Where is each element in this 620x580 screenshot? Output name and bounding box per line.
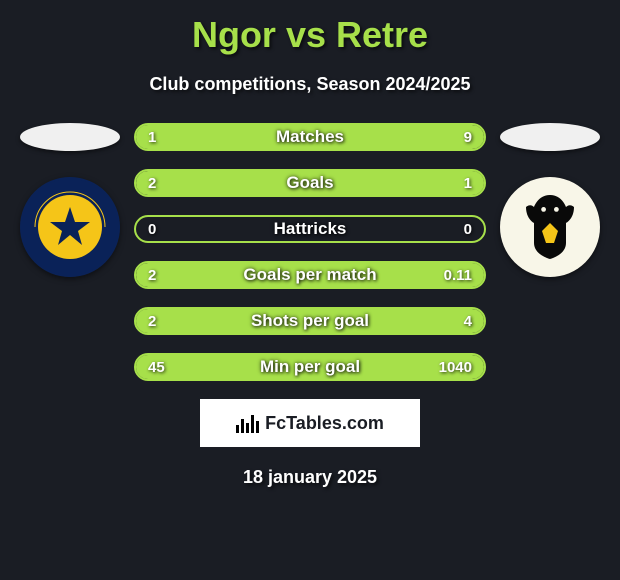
right-side	[500, 123, 600, 277]
bar-label: Goals per match	[136, 263, 484, 287]
mariners-logo-icon	[20, 177, 120, 277]
stat-bar: 21Goals	[134, 169, 486, 197]
stat-bar: 00Hattricks	[134, 215, 486, 243]
brand-badge[interactable]: FcTables.com	[200, 399, 420, 447]
footer-date: 18 january 2025	[20, 467, 600, 488]
bar-label: Hattricks	[136, 217, 484, 241]
player-photo-left	[20, 123, 120, 151]
bar-label: Goals	[136, 171, 484, 195]
bar-label: Min per goal	[136, 355, 484, 379]
stat-bar: 19Matches	[134, 123, 486, 151]
phoenix-logo-icon	[510, 187, 590, 267]
stat-bars: 19Matches 21Goals 00Hattricks 20.11Goals pe…	[134, 123, 486, 381]
bar-label: Shots per goal	[136, 309, 484, 333]
bar-label: Matches	[136, 125, 484, 149]
stat-bar: 20.11Goals per match	[134, 261, 486, 289]
chart-icon	[236, 413, 259, 433]
page-title: Ngor vs Retre	[20, 14, 600, 56]
subtitle: Club competitions, Season 2024/2025	[20, 74, 600, 95]
player-photo-right	[500, 123, 600, 151]
left-side	[20, 123, 120, 277]
comparison-card: Ngor vs Retre Club competitions, Season …	[0, 0, 620, 498]
team-logo-left	[20, 177, 120, 277]
stat-bar: 24Shots per goal	[134, 307, 486, 335]
brand-text: FcTables.com	[265, 413, 384, 434]
stat-bar: 451040Min per goal	[134, 353, 486, 381]
team-logo-right	[500, 177, 600, 277]
main-row: 19Matches 21Goals 00Hattricks 20.11Goals pe…	[20, 123, 600, 381]
